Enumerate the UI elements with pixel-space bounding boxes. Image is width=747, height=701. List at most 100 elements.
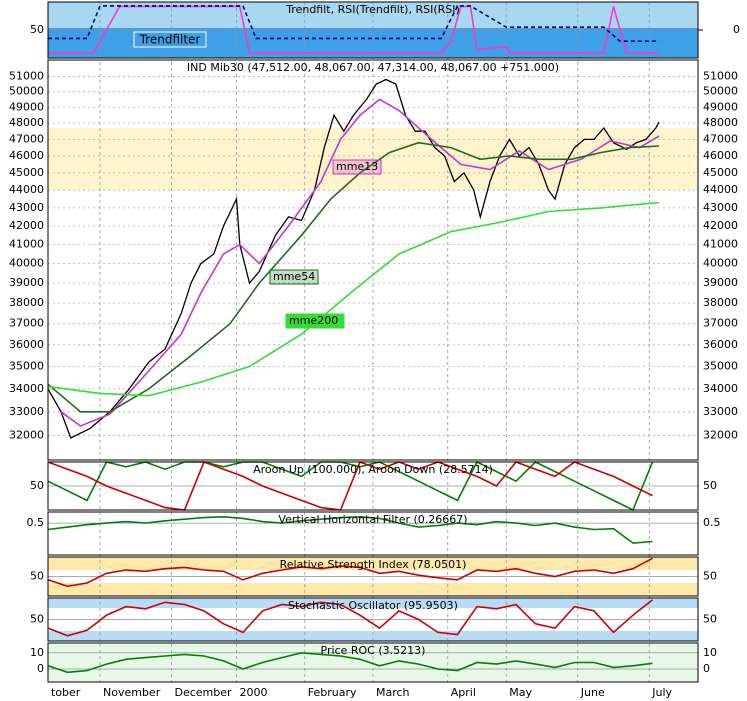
panel-band xyxy=(48,631,698,641)
series-label-box xyxy=(285,313,345,329)
y-tick-label: 33000 xyxy=(9,405,44,418)
x-tick-label: May xyxy=(509,686,532,699)
series-line xyxy=(47,557,653,588)
panel-title: Trendfilt, RSI(Trendfilt), RSI(RSI) xyxy=(285,3,460,16)
y-tick-label-right: 0 xyxy=(703,662,710,675)
x-tick-label: March xyxy=(376,686,410,699)
y-tick-label-right: 50 xyxy=(703,570,717,583)
y-tick-label: 37000 xyxy=(9,317,44,330)
y-tick-label-right: 33000 xyxy=(703,405,738,418)
y-tick-label: 45000 xyxy=(9,166,44,179)
series-line xyxy=(60,98,660,427)
panel-frame xyxy=(47,597,699,642)
y-tick-label: 39000 xyxy=(9,276,44,289)
panel-frame xyxy=(47,511,699,556)
series-label: mme13 xyxy=(336,160,378,173)
y-tick-label-right: 36000 xyxy=(703,338,738,351)
x-tick-label: June xyxy=(580,686,605,699)
y-tick-label-right: 35000 xyxy=(703,359,738,372)
y-tick-label-right: 32000 xyxy=(703,429,738,442)
series-line xyxy=(47,515,653,544)
y-tick-label-right: 51000 xyxy=(703,69,738,82)
y-tick-label: 50 xyxy=(30,23,44,36)
y-tick-label: 0.5 xyxy=(27,516,45,529)
y-tick-label: 50 xyxy=(30,613,44,626)
series-line xyxy=(47,651,653,674)
x-tick-label: December xyxy=(175,686,233,699)
panel-frame xyxy=(47,642,699,683)
y-tick-label: 34000 xyxy=(9,382,44,395)
panel-frame xyxy=(47,461,699,511)
series-line xyxy=(47,460,654,512)
series-line xyxy=(47,201,660,397)
annotation-box xyxy=(133,31,207,48)
series-label-box xyxy=(332,159,382,175)
y-tick-label-right: 48000 xyxy=(703,116,738,129)
y-tick-label: 0 xyxy=(37,662,44,675)
y-tick-label-right: 38000 xyxy=(703,296,738,309)
y-tick-label: 47000 xyxy=(9,132,44,145)
y-tick-label: 51000 xyxy=(9,69,44,82)
series-label: mme54 xyxy=(273,270,315,283)
series-line xyxy=(47,460,653,511)
y-tick-label-right: 0.5 xyxy=(703,516,721,529)
y-tick-label: 36000 xyxy=(9,338,44,351)
panel-title: Vertical Horizontal Filter (0.26667) xyxy=(278,513,467,526)
y-tick-label: 40000 xyxy=(9,257,44,270)
y-tick-label: 50 xyxy=(30,479,44,492)
panel-band xyxy=(48,583,698,596)
y-tick-label: 38000 xyxy=(9,296,44,309)
y2-tick-label: 0 xyxy=(733,23,740,36)
annotation: Trendfilter xyxy=(139,33,201,47)
y-tick-label: 43000 xyxy=(9,201,44,214)
y-tick-label: 48000 xyxy=(9,116,44,129)
panel-title: Price ROC (3.5213) xyxy=(321,644,426,657)
panel-title: Aroon Up (100.000), Aroon Down (28.5714) xyxy=(253,463,493,476)
y-tick-label-right: 46000 xyxy=(703,149,738,162)
y-tick-label: 50000 xyxy=(9,85,44,98)
y-tick-label-right: 39000 xyxy=(703,276,738,289)
y-tick-label-right: 50000 xyxy=(703,85,738,98)
y-tick-label: 32000 xyxy=(9,429,44,442)
series-label: mme200 xyxy=(289,314,338,327)
y-tick-label-right: 34000 xyxy=(703,382,738,395)
x-tick-label: April xyxy=(451,686,476,699)
y-tick-label-right: 43000 xyxy=(703,201,738,214)
y-tick-label: 44000 xyxy=(9,183,44,196)
y-tick-label: 10 xyxy=(30,646,44,659)
y-tick-label-right: 47000 xyxy=(703,132,738,145)
panel-title: Stochastic Oscillator (95.9503) xyxy=(288,599,458,612)
y-tick-label: 42000 xyxy=(9,219,44,232)
x-tick-label: tober xyxy=(51,686,81,699)
y-tick-label: 49000 xyxy=(9,100,44,113)
y-tick-label-right: 44000 xyxy=(703,183,738,196)
y-tick-label-right: 10 xyxy=(703,646,717,659)
y-tick-label: 50 xyxy=(30,570,44,583)
y-tick-label-right: 49000 xyxy=(703,100,738,113)
y-tick-label-right: 42000 xyxy=(703,219,738,232)
y-tick-label-right: 37000 xyxy=(703,317,738,330)
y-tick-label-right: 50 xyxy=(703,479,717,492)
panel-band xyxy=(48,557,698,570)
x-tick-label: 2000 xyxy=(240,686,268,699)
y-tick-label: 41000 xyxy=(9,238,44,251)
panel-frame xyxy=(47,1,699,59)
y-tick-label-right: 50 xyxy=(703,613,717,626)
y-tick-label-right: 41000 xyxy=(703,238,738,251)
y-tick-label: 35000 xyxy=(9,359,44,372)
y-tick-label: 46000 xyxy=(9,149,44,162)
panel-title: Relative Strength Index (78.0501) xyxy=(280,558,467,571)
series-line xyxy=(47,141,660,413)
series-line xyxy=(47,599,653,637)
y-tick-label-right: 45000 xyxy=(703,166,738,179)
panel-frame xyxy=(47,556,699,597)
x-tick-label: July xyxy=(651,686,672,699)
y-tick-label-right: 40000 xyxy=(703,257,738,270)
series-line xyxy=(48,5,659,42)
x-tick-label: November xyxy=(103,686,161,699)
series-line xyxy=(48,5,659,54)
panel-frame xyxy=(47,59,699,461)
panel-title: IND Mib30 (47,512.00, 48,067.00, 47,314.… xyxy=(187,61,559,74)
